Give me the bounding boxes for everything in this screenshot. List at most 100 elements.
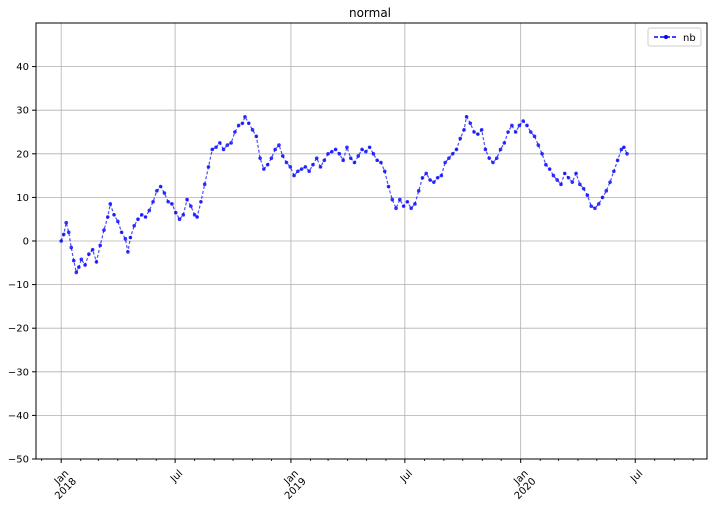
- data-point: [214, 145, 218, 150]
- data-point: [345, 145, 349, 150]
- data-point: [303, 165, 308, 169]
- data-point: [162, 191, 167, 195]
- data-point: [424, 171, 429, 176]
- data-point: [502, 141, 507, 145]
- data-point: [218, 141, 222, 145]
- data-point: [379, 160, 383, 165]
- data-point: [199, 199, 203, 204]
- data-point: [254, 134, 259, 139]
- data-point: [326, 152, 330, 156]
- y-tick-label: −20: [8, 324, 29, 335]
- data-point: [181, 213, 186, 217]
- data-point: [450, 152, 455, 156]
- data-point: [236, 123, 241, 128]
- data-point: [284, 160, 289, 165]
- data-point: [551, 173, 556, 178]
- data-point: [447, 156, 451, 160]
- data-point: [192, 213, 197, 217]
- data-point: [544, 162, 548, 167]
- data-point: [540, 152, 544, 156]
- y-axis: −50 −40 −30 −20 −10 0 10 20 30 40: [8, 62, 36, 466]
- data-point: [119, 230, 124, 235]
- data-point: [528, 130, 533, 134]
- data-point: [562, 171, 567, 176]
- data-point: [578, 182, 582, 187]
- data-point: [348, 156, 353, 160]
- data-point: [108, 202, 113, 206]
- data-point: [462, 128, 466, 132]
- data-point: [280, 154, 285, 158]
- data-point: [123, 237, 128, 241]
- data-point: [311, 162, 315, 167]
- data-point: [185, 197, 189, 202]
- data-point: [513, 130, 518, 134]
- data-point: [314, 156, 319, 160]
- data-point: [375, 158, 379, 163]
- data-point: [322, 158, 327, 163]
- data-point: [555, 178, 559, 182]
- data-point: [262, 167, 266, 171]
- data-point: [356, 154, 361, 158]
- y-tick-label: −30: [8, 367, 29, 378]
- data-point: [398, 197, 402, 202]
- data-point: [487, 156, 492, 160]
- data-point: [166, 199, 170, 204]
- data-point: [246, 121, 251, 126]
- data-point: [464, 114, 469, 119]
- data-point: [454, 147, 459, 152]
- data-point: [79, 257, 84, 262]
- y-tick-label: 0: [23, 237, 29, 248]
- data-point: [210, 147, 215, 152]
- data-point: [420, 175, 425, 180]
- y-tick-label: 10: [16, 193, 29, 204]
- data-point: [240, 121, 245, 126]
- data-point: [596, 202, 601, 206]
- data-point: [443, 160, 447, 165]
- data-point: [71, 258, 76, 263]
- data-point: [413, 202, 417, 206]
- data-point: [77, 265, 81, 269]
- data-point: [581, 186, 586, 191]
- data-point: [229, 141, 233, 145]
- data-point: [202, 182, 207, 187]
- data-point: [269, 156, 274, 160]
- data-point: [337, 152, 342, 156]
- legend: nb: [647, 27, 702, 47]
- data-point: [102, 228, 106, 232]
- data-point: [416, 189, 421, 193]
- data-point: [206, 165, 211, 169]
- data-point: [612, 169, 616, 174]
- data-point: [439, 173, 444, 178]
- data-point: [371, 152, 376, 156]
- data-point: [622, 145, 626, 150]
- data-point: [83, 263, 87, 267]
- data-point: [570, 180, 575, 184]
- data-point: [225, 143, 230, 147]
- data-point: [258, 156, 262, 160]
- data-point: [128, 235, 133, 240]
- data-point: [69, 245, 74, 250]
- data-point: [94, 260, 99, 264]
- data-point: [59, 239, 63, 243]
- data-point: [547, 167, 552, 171]
- data-point: [585, 193, 590, 198]
- data-point: [589, 204, 593, 208]
- data-point: [66, 230, 71, 235]
- legend-label-nb: nb: [683, 33, 696, 44]
- data-point: [98, 243, 102, 248]
- data-point: [566, 175, 571, 180]
- legend-marker: [664, 35, 668, 39]
- data-point: [364, 149, 368, 154]
- data-point: [536, 143, 541, 147]
- data-point: [126, 250, 130, 254]
- y-tick-label: −50: [8, 455, 29, 466]
- data-point: [296, 169, 300, 174]
- data-point: [292, 173, 296, 178]
- y-tick-label: 20: [16, 149, 29, 160]
- data-point: [498, 147, 503, 152]
- data-point: [143, 215, 148, 219]
- data-point: [479, 128, 484, 132]
- data-point: [521, 119, 525, 123]
- data-point: [250, 128, 255, 132]
